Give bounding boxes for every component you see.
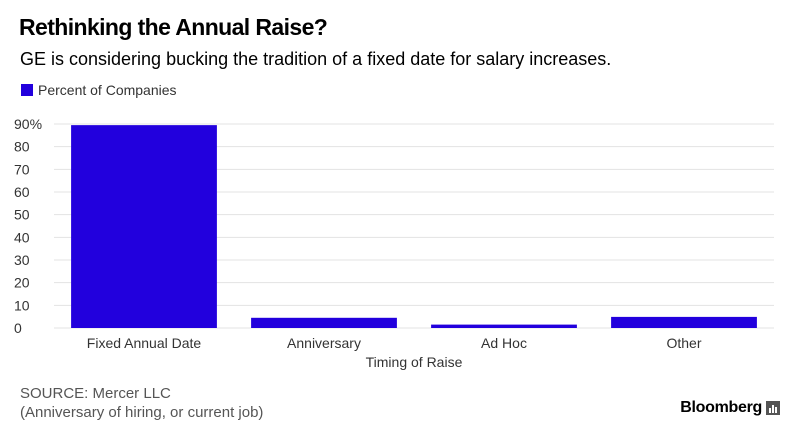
bar bbox=[431, 324, 577, 328]
x-axis-title: Timing of Raise bbox=[366, 354, 463, 370]
x-tick-label: Fixed Annual Date bbox=[87, 335, 202, 351]
y-tick-label: 80 bbox=[14, 139, 30, 155]
y-tick-label: 30 bbox=[14, 252, 30, 268]
legend-label: Percent of Companies bbox=[38, 82, 177, 98]
y-tick-label: 70 bbox=[14, 161, 30, 177]
chart-bars-icon bbox=[766, 401, 780, 415]
chart-subtitle: GE is considering bucking the tradition … bbox=[20, 49, 612, 69]
y-tick-label: 50 bbox=[14, 207, 30, 223]
y-tick-label: 90% bbox=[14, 116, 42, 132]
y-tick-label: 0 bbox=[14, 320, 22, 336]
source-text: SOURCE: Mercer LLC bbox=[20, 385, 171, 402]
bar bbox=[71, 125, 217, 328]
x-tick-label: Anniversary bbox=[287, 335, 361, 351]
brand-logo: Bloomberg bbox=[680, 399, 780, 417]
bar bbox=[611, 316, 757, 328]
legend: Percent of Companies bbox=[21, 82, 177, 98]
bar bbox=[251, 317, 397, 328]
source-note: SOURCE: Mercer LLC (Anniversary of hirin… bbox=[20, 384, 263, 422]
chart-title: Rethinking the Annual Raise? bbox=[19, 14, 328, 40]
brand-name: Bloomberg bbox=[680, 399, 762, 416]
y-tick-label: 60 bbox=[14, 184, 30, 200]
x-tick-label: Ad Hoc bbox=[481, 335, 527, 351]
y-tick-label: 10 bbox=[14, 297, 30, 313]
y-tick-label: 20 bbox=[14, 275, 30, 291]
y-tick-label: 40 bbox=[14, 229, 30, 245]
footnote-text: (Anniversary of hiring, or current job) bbox=[20, 404, 264, 421]
legend-swatch bbox=[21, 84, 33, 96]
x-tick-label: Other bbox=[666, 335, 701, 351]
